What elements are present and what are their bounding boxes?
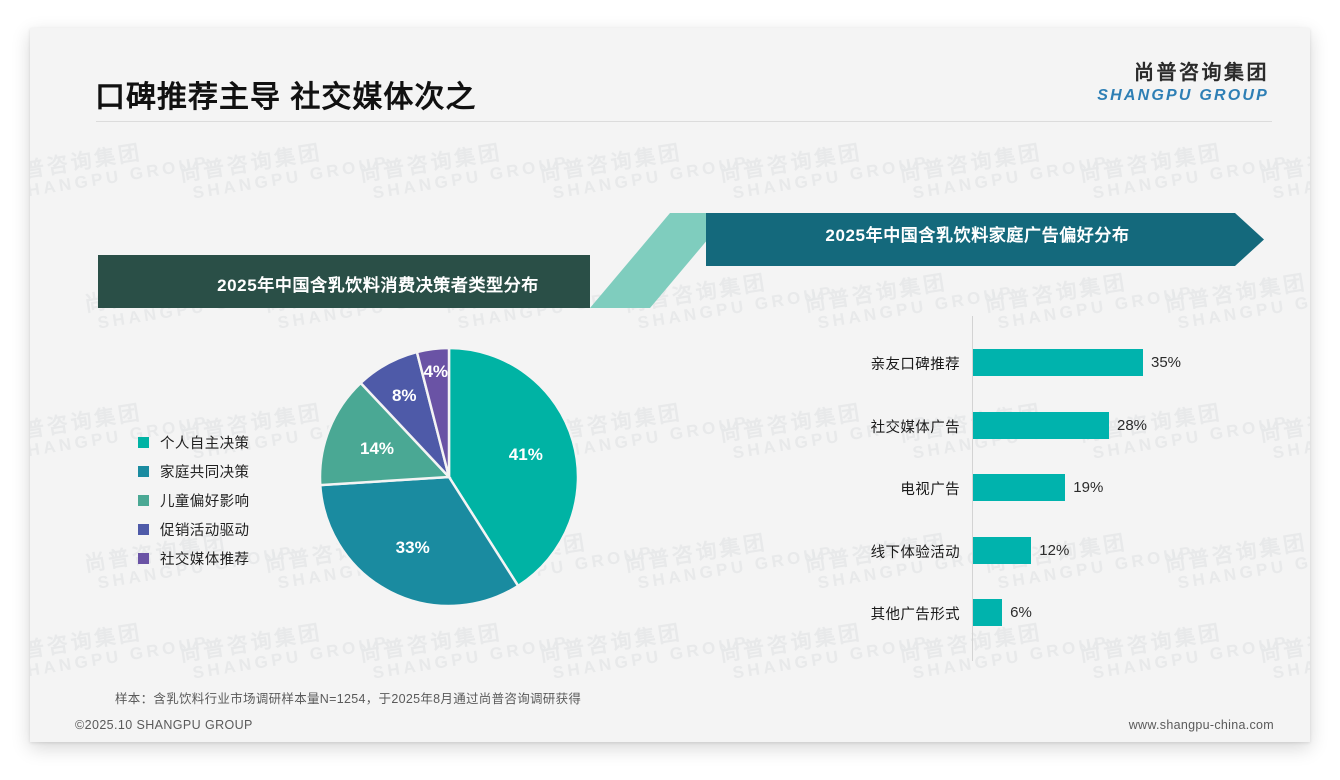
legend-label: 家庭共同决策 [160, 465, 250, 481]
pie-chart-svg [318, 346, 580, 608]
pie-legend: 个人自主决策 家庭共同决策 儿童偏好影响 促销活动驱动 社交媒体推荐 [138, 428, 328, 573]
bar-fill[interactable] [973, 474, 1066, 501]
legend-swatch [138, 437, 149, 448]
legend-item[interactable]: 社交媒体推荐 [138, 544, 328, 573]
legend-label: 社交媒体推荐 [160, 552, 250, 568]
chart-banners: 2025年中国含乳饮料消费决策者类型分布 2025年中国含乳饮料家庭广告偏好分布 [30, 183, 1310, 308]
charts-area: 41% 33% 14% 8% 4% 个人自主决策 家庭共同决策 儿童偏好影响 促销活动驱动 社交… [30, 308, 1310, 678]
pie-chart-panel: 41% 33% 14% 8% 4% 个人自主决策 家庭共同决策 儿童偏好影响 促销活动驱动 社交… [70, 308, 670, 678]
bar-category-label: 线下体验活动 [870, 544, 960, 561]
page-title: 口碑推荐主导 社交媒体次之 [95, 81, 477, 114]
pie-slice-label: 14% [360, 438, 395, 458]
banner-left-label: 2025年中国含乳饮料消费决策者类型分布 [217, 276, 539, 295]
legend-label: 促销活动驱动 [160, 523, 250, 539]
slide-header: 口碑推荐主导 社交媒体次之 尚普咨询集团 SHANGPU GROUP [30, 28, 1310, 123]
bar-category-label: 电视广告 [900, 482, 960, 498]
source-footnote: 样本：含乳饮料行业市场调研样本量N=1254，于2025年8月通过尚普咨询调研获… [115, 692, 582, 706]
bar-fill[interactable] [973, 536, 1032, 564]
bar-fill[interactable] [973, 599, 1003, 626]
bar-value-label: 12% [1039, 541, 1070, 559]
legend-swatch [138, 524, 149, 535]
bar-chart-panel: 亲友口碑推荐 35% 社交媒体广告 28% 电视广告 19% 线下体验活动 12% 其他广告形式… [790, 308, 1310, 678]
legend-swatch [138, 495, 149, 506]
slide-footer: ©2025.10 SHANGPU GROUP www.shangpu-china… [30, 718, 1310, 742]
legend-label: 儿童偏好影响 [160, 494, 250, 510]
pie-slice[interactable] [318, 381, 452, 487]
banner-right-label: 2025年中国含乳饮料家庭广告偏好分布 [825, 226, 1130, 245]
slide-card: 尚普咨询集团 SHANGPU GROUP 尚普咨询集团 SHANGPU GROUP 尚普… [30, 28, 1310, 742]
banner-connector-shape [590, 213, 730, 308]
logo-text-cn: 尚普咨询集团 [1134, 62, 1269, 84]
pie-slice-label: 8% [391, 385, 417, 405]
bar-value-label: 35% [1151, 354, 1182, 371]
footer-website[interactable]: www.shangpu-china.com [1128, 718, 1274, 732]
pie-slice[interactable] [318, 475, 520, 608]
legend-label: 个人自主决策 [160, 436, 250, 452]
pie-slice-label: 4% [423, 362, 449, 382]
footer-copyright: ©2025.10 SHANGPU GROUP [75, 718, 253, 732]
bar-value-label: 6% [1010, 604, 1032, 621]
legend-swatch [138, 553, 149, 564]
banner-shapes [98, 213, 1264, 308]
bar-value-label: 19% [1073, 479, 1104, 496]
banner-left-shape [98, 255, 590, 308]
pie-slice-label: 33% [395, 538, 430, 558]
company-logo: 尚普咨询集团 SHANGPU GROUP [1097, 61, 1269, 106]
legend-item[interactable]: 个人自主决策 [138, 428, 328, 457]
legend-swatch [138, 466, 149, 477]
legend-item[interactable]: 儿童偏好影响 [138, 486, 328, 515]
bar-fill[interactable] [973, 411, 1109, 439]
bar-fill[interactable] [973, 349, 1143, 376]
bar-category-label: 其他广告形式 [870, 607, 960, 623]
pie-slice-label: 41% [508, 444, 543, 464]
bar-category-label: 亲友口碑推荐 [870, 357, 960, 373]
banner-right-shape [706, 213, 1264, 266]
legend-item[interactable]: 家庭共同决策 [138, 457, 328, 486]
bar-category-label: 社交媒体广告 [870, 419, 960, 436]
header-divider [96, 121, 1272, 122]
pie-slice[interactable] [415, 346, 451, 478]
logo-text-en: SHANGPU GROUP [1097, 87, 1269, 104]
legend-item[interactable]: 促销活动驱动 [138, 515, 328, 544]
bar-value-label: 28% [1117, 416, 1148, 434]
bar-chart-axis [972, 316, 973, 661]
